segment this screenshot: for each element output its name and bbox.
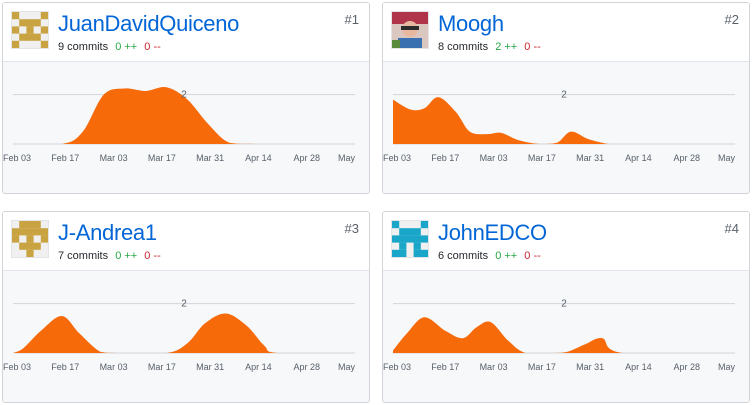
contributor-card: JuanDavidQuiceno #1 9 commits 0 ++ 0 -- … <box>2 2 370 194</box>
x-tick-label: May <box>338 362 356 372</box>
x-tick-label: Apr 14 <box>245 362 272 372</box>
contributor-rank: #1 <box>344 12 359 27</box>
card-header: Moogh #2 8 commits 2 ++ 0 -- <box>383 3 749 61</box>
x-tick-label: Mar 31 <box>196 362 224 372</box>
x-tick-label: Feb 03 <box>3 362 31 372</box>
identicon-icon <box>12 12 48 48</box>
contributor-stats: 6 commits 0 ++ 0 -- <box>438 250 541 262</box>
x-tick-label: Mar 17 <box>528 153 556 163</box>
contributor-rank: #2 <box>724 12 739 27</box>
commit-count-link[interactable]: 9 commits <box>58 41 109 53</box>
deletions-count: 0 -- <box>524 41 541 53</box>
contributor-stats: 7 commits 0 ++ 0 -- <box>58 250 161 262</box>
reference-line-label: 2 <box>561 299 567 310</box>
x-tick-label: Mar 17 <box>148 153 176 163</box>
avatar[interactable] <box>11 220 49 258</box>
x-tick-label: Apr 28 <box>293 362 320 372</box>
contributor-card: J-Andrea1 #3 7 commits 0 ++ 0 -- 2 Feb 03… <box>2 211 370 403</box>
contributor-username[interactable]: Moogh <box>438 11 504 36</box>
contributor-username[interactable]: JohnEDCO <box>438 220 547 245</box>
deletions-count: 0 -- <box>524 250 541 262</box>
identicon-icon <box>12 221 48 257</box>
x-tick-label: Mar 03 <box>480 153 508 163</box>
x-tick-label: Apr 28 <box>673 153 700 163</box>
x-tick-label: Apr 14 <box>245 153 272 163</box>
contributor-card: Moogh #2 8 commits 2 ++ 0 -- 2 Feb 03 Feb … <box>382 2 750 194</box>
x-tick-label: Mar 17 <box>528 362 556 372</box>
x-tick-label: May <box>338 153 356 163</box>
x-tick-label: Mar 31 <box>196 153 224 163</box>
contributor-rank: #3 <box>344 221 359 236</box>
x-tick-label: Feb 03 <box>383 153 411 163</box>
x-tick-label: Mar 03 <box>100 153 128 163</box>
x-tick-label: Mar 03 <box>100 362 128 372</box>
identicon-icon <box>392 221 428 257</box>
x-tick-label: Mar 03 <box>480 362 508 372</box>
commit-area-series <box>393 317 735 353</box>
contributor-username[interactable]: JuanDavidQuiceno <box>58 11 240 36</box>
x-tick-label: Apr 28 <box>293 153 320 163</box>
x-tick-label: Mar 31 <box>576 362 604 372</box>
contributor-stats: 8 commits 2 ++ 0 -- <box>438 41 541 53</box>
avatar[interactable] <box>391 11 429 49</box>
x-tick-label: May <box>718 153 736 163</box>
commit-chart-svg: 2 Feb 03 Feb 17 Mar 03 Mar 17 Mar 31 Apr 14 Apr… <box>3 87 356 163</box>
deletions-count: 0 -- <box>144 250 161 262</box>
x-tick-label: Feb 17 <box>51 362 79 372</box>
additions-count: 0 ++ <box>495 250 518 262</box>
x-tick-label: Feb 03 <box>3 153 31 163</box>
reference-line-label: 2 <box>181 299 187 310</box>
x-tick-label: Mar 31 <box>576 153 604 163</box>
x-tick-label: Mar 17 <box>148 362 176 372</box>
additions-count: 0 ++ <box>115 250 138 262</box>
avatar[interactable] <box>11 11 49 49</box>
commit-chart-svg: 2 Feb 03 Feb 17 Mar 03 Mar 17 Mar 31 Apr 14 Apr… <box>383 299 736 372</box>
deletions-count: 0 -- <box>144 41 161 53</box>
commit-chart: 2 Feb 03 Feb 17 Mar 03 Mar 17 Mar 31 Apr 14 Apr… <box>383 61 749 193</box>
commit-chart: 2 Feb 03 Feb 17 Mar 03 Mar 17 Mar 31 Apr 14 Apr… <box>383 270 749 402</box>
additions-count: 2 ++ <box>495 41 518 53</box>
x-tick-label: Feb 03 <box>383 362 411 372</box>
card-header: JohnEDCO #4 6 commits 0 ++ 0 -- <box>383 212 749 270</box>
commit-chart-svg: 2 Feb 03 Feb 17 Mar 03 Mar 17 Mar 31 Apr 14 Apr… <box>383 90 736 163</box>
contributor-username[interactable]: J-Andrea1 <box>58 220 157 245</box>
x-tick-label: Feb 17 <box>431 362 459 372</box>
commit-count-link[interactable]: 6 commits <box>438 250 489 262</box>
contributor-rank: #4 <box>724 221 739 236</box>
additions-count: 0 ++ <box>115 41 138 53</box>
x-tick-label: Feb 17 <box>431 153 459 163</box>
x-tick-label: Apr 14 <box>625 362 652 372</box>
commit-chart-svg: 2 Feb 03 Feb 17 Mar 03 Mar 17 Mar 31 Apr 14 Apr… <box>3 299 356 372</box>
commit-area-series <box>13 87 355 144</box>
commit-chart: 2 Feb 03 Feb 17 Mar 03 Mar 17 Mar 31 Apr 14 Apr… <box>3 270 369 402</box>
commit-area-series <box>13 313 355 353</box>
card-header: J-Andrea1 #3 7 commits 0 ++ 0 -- <box>3 212 369 270</box>
x-tick-label: Apr 28 <box>673 362 700 372</box>
x-tick-label: Apr 14 <box>625 153 652 163</box>
x-tick-label: May <box>718 362 736 372</box>
commit-count-link[interactable]: 7 commits <box>58 250 109 262</box>
reference-line-label: 2 <box>181 90 187 101</box>
commit-chart: 2 Feb 03 Feb 17 Mar 03 Mar 17 Mar 31 Apr 14 Apr… <box>3 61 369 193</box>
contributor-card: JohnEDCO #4 6 commits 0 ++ 0 -- 2 Feb 03 F… <box>382 211 750 403</box>
reference-line-label: 2 <box>561 90 567 101</box>
contributor-stats: 9 commits 0 ++ 0 -- <box>58 41 161 53</box>
card-header: JuanDavidQuiceno #1 9 commits 0 ++ 0 -- <box>3 3 369 61</box>
commit-area-series <box>393 97 735 144</box>
commit-count-link[interactable]: 8 commits <box>438 41 489 53</box>
avatar[interactable] <box>391 220 429 258</box>
user-photo-icon <box>392 12 428 48</box>
x-tick-label: Feb 17 <box>51 153 79 163</box>
